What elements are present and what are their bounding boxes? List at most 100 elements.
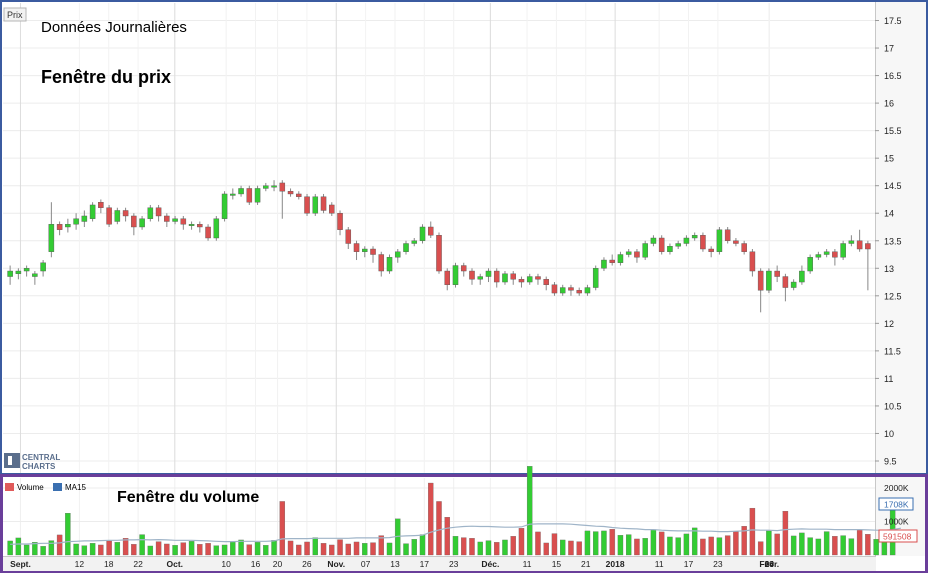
candle-body [337, 213, 343, 230]
x-tick-label: 20 [273, 559, 283, 569]
volume-bar [73, 543, 79, 556]
volume-bar [98, 544, 104, 556]
volume-bar [246, 544, 253, 556]
volume-bar [551, 533, 558, 556]
volume-bar [106, 540, 112, 556]
volume-bar [675, 537, 681, 556]
candle-body [312, 196, 319, 214]
volume-bar [535, 531, 541, 556]
candle-body [238, 188, 244, 195]
volume-panel-title: Fenêtre du volume [117, 489, 259, 506]
candle-body [568, 287, 574, 291]
price-panel-frame [0, 0, 928, 475]
volume-bar [428, 482, 434, 556]
volume-bar [700, 538, 706, 556]
price-tick-label: 17.5 [884, 16, 902, 26]
price-tick-labels: 17.5 17 16.5 16 15.5 15 14.5 14 13.5 13 12.5 12 11.5… [875, 16, 902, 466]
volume-bar [213, 545, 220, 556]
volume-bar [650, 529, 657, 556]
price-tick-label: 12.5 [884, 291, 902, 301]
candle-body [386, 257, 393, 272]
volume-bar [329, 544, 335, 556]
candle-body [609, 259, 615, 263]
volume-bar [757, 541, 764, 556]
x-tick-label: 23 [449, 559, 459, 569]
candle-body [460, 265, 467, 272]
candle-body [40, 262, 46, 272]
volume-bar [502, 539, 508, 556]
volume-bar [147, 545, 154, 556]
candle-body [427, 226, 434, 236]
volume-bar [527, 466, 533, 556]
candle-body [444, 270, 451, 286]
price-tick-label: 12 [884, 319, 894, 329]
candle-body [543, 279, 549, 286]
ma-badge: 1708K [884, 500, 909, 510]
volume-bar [337, 539, 343, 556]
volume-bar [823, 531, 830, 556]
volume-bar [733, 531, 739, 556]
volume-bar [172, 545, 178, 556]
x-tick-label: Nov. [327, 559, 345, 569]
volume-bar [304, 541, 310, 556]
candle-body [172, 218, 178, 222]
candle-body [865, 243, 871, 250]
price-axis-background [876, 2, 926, 473]
volume-bar [254, 542, 261, 556]
volume-bar [230, 541, 236, 556]
x-axis-strip [3, 556, 876, 571]
volume-bar [81, 545, 88, 556]
volume-bar [221, 544, 228, 556]
volume-bar [658, 531, 665, 556]
price-tick-label: 15.5 [884, 126, 902, 136]
volume-bar [543, 542, 549, 556]
candle-body [345, 229, 352, 244]
volume-bar [15, 537, 22, 556]
volume-bar [494, 542, 500, 556]
price-tick-label: 11 [884, 374, 893, 384]
candle-body [749, 251, 756, 272]
volume-bar [790, 535, 797, 556]
candle-body [493, 270, 500, 283]
x-tick-label: 11 [655, 559, 664, 569]
price-tick-label: 14.5 [884, 181, 902, 191]
candle-body [601, 259, 607, 269]
candle-body [675, 243, 681, 247]
x-tick-label: 16 [251, 559, 261, 569]
candle-body [419, 226, 426, 241]
volume-bar [263, 545, 269, 556]
volume-bar [164, 543, 170, 556]
candle-body [799, 270, 805, 283]
logo-line2: CHARTS [22, 462, 56, 471]
volume-bar [114, 542, 121, 556]
volume-bar [353, 541, 360, 556]
candle-body [263, 185, 269, 189]
price-tick-label: 16.5 [884, 71, 902, 81]
x-tick-label: 17 [420, 559, 430, 569]
candle-body [848, 240, 855, 244]
x-tick-label: Oct. [167, 559, 184, 569]
x-tick-label: 26 [302, 559, 312, 569]
volume-bar [287, 540, 294, 556]
candle-body [230, 193, 236, 196]
x-tick-label: Févr. [759, 559, 779, 569]
candle-body [279, 182, 286, 192]
volume-bar [403, 543, 409, 556]
volume-bar [832, 536, 838, 556]
candle-body [658, 237, 665, 252]
candle-body [584, 287, 591, 294]
candle-body [147, 207, 154, 219]
volume-bar [32, 542, 38, 556]
legend-volume-label: Volume [17, 483, 44, 492]
volume-bar [634, 538, 640, 556]
volume-legend: Volume MA15 [5, 483, 86, 492]
candle-body [807, 257, 813, 272]
price-tick-label: 10.5 [884, 401, 902, 411]
candle-body [716, 229, 723, 252]
volume-tick-label: 2000K [884, 483, 909, 493]
volume-bar [419, 534, 426, 556]
candle-body [700, 235, 706, 250]
volume-bar [188, 541, 195, 556]
price-tick-label: 17 [884, 44, 894, 54]
x-tick-label: 10 [221, 559, 231, 569]
